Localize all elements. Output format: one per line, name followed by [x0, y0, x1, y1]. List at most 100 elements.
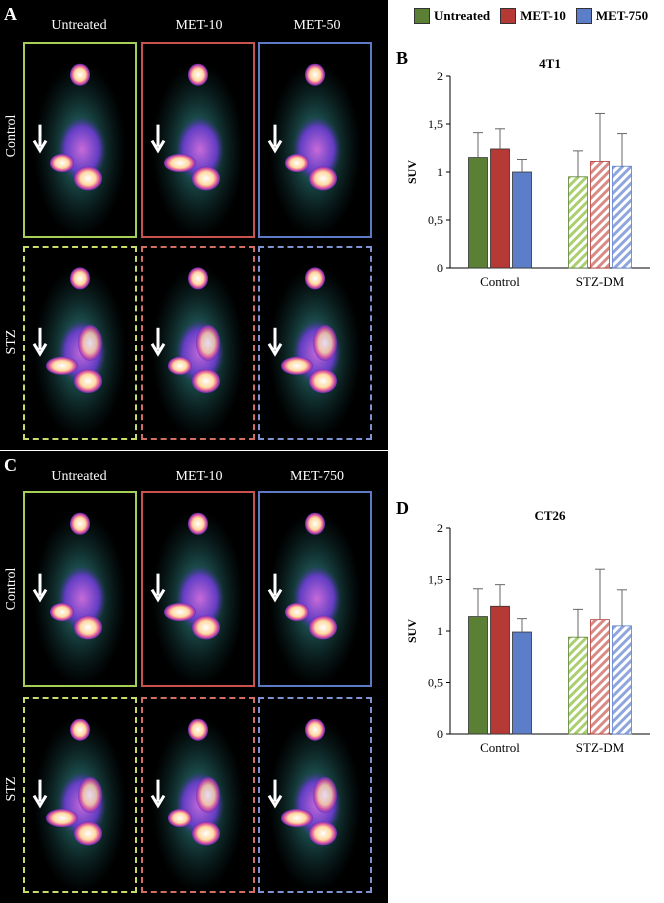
tumor-hotspot: [46, 356, 78, 375]
brain-hotspot: [188, 63, 208, 86]
pet-image-c-stz-untreated: [23, 697, 137, 893]
organ-hotspot: [78, 325, 102, 361]
pet-image-c-control-met750: [258, 491, 372, 687]
pet-image-c-stz-met750: [258, 697, 372, 893]
brain-hotspot: [305, 267, 325, 290]
bladder-hotspot: [192, 369, 220, 393]
tumor-hotspot: [164, 603, 196, 622]
arrow-icon: [267, 588, 283, 603]
pet-scan-graphic: [32, 510, 127, 685]
brain-hotspot: [70, 718, 90, 741]
row-label-stz: STZ: [4, 329, 19, 355]
pet-image-a-stz-met50: [258, 246, 372, 440]
legend-item-met750: MET-750: [575, 8, 649, 24]
pet-image-a-control-met10: [141, 42, 255, 238]
legend-swatch-met750: [575, 8, 592, 24]
col-label-met10: MET-10: [175, 18, 223, 33]
organ-hotspot: [196, 325, 220, 361]
brain-hotspot: [188, 512, 208, 535]
bar-met-750-control: [512, 631, 532, 735]
legend-label-untreated: Untreated: [434, 8, 491, 23]
tumor-hotspot: [168, 809, 192, 828]
bladder-hotspot: [192, 615, 220, 640]
arrow-icon: [267, 139, 283, 154]
y-tick-label: 2: [437, 69, 443, 83]
bar-met-10-control: [490, 605, 510, 735]
tumor-hotspot: [164, 154, 196, 173]
col-label-untreated: Untreated: [51, 18, 107, 33]
brain-hotspot: [188, 267, 208, 290]
tumor-hotspot: [50, 154, 74, 173]
panel-c-letter: C: [4, 455, 17, 475]
chart-title: 4T1: [539, 56, 561, 71]
tumor-hotspot: [285, 603, 309, 622]
legend-label-met750: MET-750: [595, 8, 649, 23]
x-tick-label: Control: [480, 740, 520, 755]
arrow-icon: [150, 139, 166, 154]
bladder-hotspot: [74, 369, 102, 393]
y-tick-label: 1,5: [428, 573, 443, 587]
panel-c-pet-images: C Untreated MET-10 MET-750 Control STZ: [0, 451, 388, 903]
bladder-hotspot: [309, 821, 337, 846]
arrow-icon: [150, 588, 166, 603]
tumor-hotspot: [46, 809, 78, 828]
row-label-control: Control: [4, 114, 19, 158]
bar-met-10-stz-dm: [590, 161, 610, 269]
col-label-met50: MET-50: [293, 18, 341, 33]
bar-met-750-stz-dm: [612, 625, 632, 735]
chart-title: CT26: [534, 508, 566, 523]
tumor-hotspot: [281, 809, 313, 828]
arrow-icon: [32, 794, 48, 809]
row-label-stz: STZ: [4, 776, 19, 802]
pet-scan-graphic: [32, 716, 127, 891]
tumor-hotspot: [168, 356, 192, 375]
arrow-icon: [150, 343, 166, 357]
panel-d-letter: D: [396, 498, 409, 518]
arrow-icon: [150, 794, 166, 809]
pet-scan-graphic: [267, 716, 362, 891]
pet-scan-graphic: [267, 510, 362, 685]
arrow-icon: [32, 588, 48, 603]
brain-hotspot: [70, 512, 90, 535]
bladder-hotspot: [192, 166, 220, 191]
bar-met-10-stz-dm: [590, 619, 610, 735]
bladder-hotspot: [74, 821, 102, 846]
col-label-met10: MET-10: [175, 469, 223, 484]
panel-a-pet-images: A Untreated MET-10 MET-50 Control STZ: [0, 0, 388, 450]
y-axis-label: SUV: [405, 160, 419, 184]
y-tick-label: 0,5: [428, 676, 443, 690]
bladder-hotspot: [74, 615, 102, 640]
organ-hotspot: [196, 777, 220, 813]
chart-ct26: CT26 0 0,5 1 1,5 2 SUV Control STZ-DM: [405, 508, 650, 755]
arrow-icon: [267, 794, 283, 809]
bar-untreated-stz-dm: [568, 176, 588, 269]
bar-untreated-control: [468, 157, 488, 269]
col-label-met750: MET-750: [290, 469, 344, 484]
col-label-untreated: Untreated: [51, 469, 107, 484]
legend-swatch-untreated: [414, 8, 430, 24]
panel-b-letter: B: [396, 48, 409, 68]
legend-item-untreated: Untreated: [414, 8, 490, 24]
y-tick-label: 1,5: [428, 117, 443, 131]
brain-hotspot: [70, 63, 90, 86]
organ-hotspot: [78, 777, 102, 813]
organ-hotspot: [313, 325, 337, 361]
pet-image-a-control-met50: [258, 42, 372, 238]
y-tick-label: 2: [437, 521, 443, 535]
pet-scan-graphic: [150, 265, 245, 438]
brain-hotspot: [305, 718, 325, 741]
y-tick-label: 1: [437, 165, 443, 179]
x-tick-label: STZ-DM: [576, 740, 625, 755]
arrow-icon: [32, 139, 48, 154]
pet-scan-graphic: [32, 61, 127, 236]
bladder-hotspot: [192, 821, 220, 846]
bar-untreated-control: [468, 616, 488, 735]
bladder-hotspot: [74, 166, 102, 191]
brain-hotspot: [305, 63, 325, 86]
y-tick-label: 0,5: [428, 213, 443, 227]
organ-hotspot: [313, 777, 337, 813]
tumor-hotspot: [281, 356, 313, 375]
pet-scan-graphic: [267, 61, 362, 236]
pet-scan-graphic: [150, 61, 245, 236]
pet-scan-graphic: [150, 716, 245, 891]
